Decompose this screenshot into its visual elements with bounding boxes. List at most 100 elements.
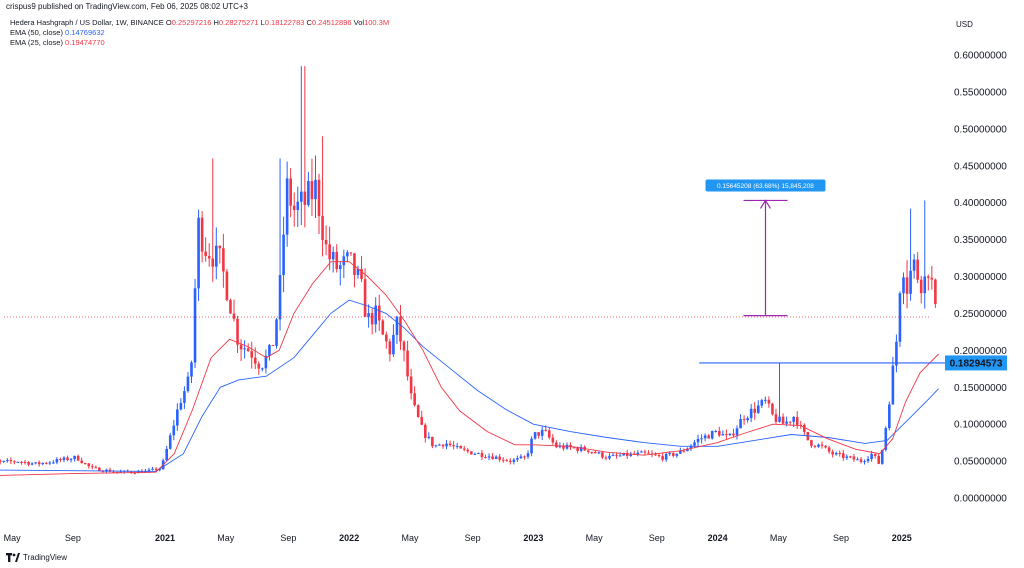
ema50-line <box>0 299 939 472</box>
candle <box>438 443 441 446</box>
candle-body <box>420 416 424 425</box>
candle-body <box>13 461 16 463</box>
candle-body <box>87 463 91 467</box>
candle <box>370 308 374 335</box>
candle-body <box>512 459 516 462</box>
candle <box>526 450 530 459</box>
candle-body <box>689 445 693 449</box>
candle <box>73 455 76 462</box>
candle <box>232 299 236 322</box>
candle <box>76 454 80 462</box>
legend-ema25-row[interactable]: EMA (25, close) 0.19474770 <box>10 38 389 48</box>
candle <box>399 305 402 350</box>
candle-body <box>140 470 144 473</box>
candle <box>5 457 9 463</box>
candle-body <box>328 244 331 260</box>
candle <box>891 356 895 405</box>
candle <box>275 318 278 349</box>
candle-body <box>314 179 317 200</box>
candle <box>222 233 225 288</box>
candle-body <box>870 453 873 459</box>
candle <box>803 423 806 436</box>
candle-body <box>891 365 895 405</box>
candle <box>870 450 873 462</box>
candle-body <box>622 452 625 456</box>
candle-body <box>756 405 760 413</box>
candle <box>905 260 909 309</box>
candle-body <box>214 245 218 267</box>
candle <box>516 455 519 462</box>
candle-body <box>841 453 845 458</box>
candle-body <box>700 438 703 440</box>
candle-body <box>52 462 55 464</box>
candle-body <box>516 458 519 460</box>
symbol-name[interactable]: Hedera Hashgraph / US Dollar, 1W, BINANC… <box>10 18 164 27</box>
candle-body <box>473 453 477 455</box>
ema-layer <box>0 261 939 476</box>
candle-body <box>647 452 650 454</box>
candle-body <box>335 251 339 270</box>
high-value: 0.28275271 <box>218 18 259 27</box>
candle <box>675 453 679 458</box>
candle <box>866 455 870 464</box>
chart-legend: Hedera Hashgraph / US Dollar, 1W, BINANC… <box>10 18 389 48</box>
candle-body <box>912 259 916 271</box>
candle-body <box>207 256 211 259</box>
x-tick-label: May <box>217 533 235 543</box>
footer-brand[interactable]: TradingView <box>6 553 67 562</box>
candle <box>838 450 842 457</box>
candle-body <box>165 448 169 461</box>
candle-body <box>877 455 881 464</box>
candle <box>37 460 41 467</box>
candle <box>23 459 27 465</box>
ema25-line <box>0 261 939 476</box>
candle <box>749 403 753 423</box>
candle-body <box>827 447 831 452</box>
candle <box>151 466 154 471</box>
candle-body <box>23 462 27 464</box>
candle <box>714 429 718 433</box>
candle-body <box>664 453 668 460</box>
candle-body <box>385 334 388 342</box>
candle <box>331 246 335 273</box>
candle-body <box>686 448 689 452</box>
x-tick-label: 2023 <box>523 533 543 543</box>
candle <box>813 444 817 449</box>
candle <box>193 278 197 368</box>
currency-label[interactable]: USD <box>956 20 973 29</box>
candle-body <box>264 355 268 369</box>
candle <box>746 416 749 423</box>
candle <box>895 334 898 373</box>
candle-body <box>707 435 710 439</box>
legend-symbol-row: Hedera Hashgraph / US Dollar, 1W, BINANC… <box>10 18 389 28</box>
candle-body <box>115 471 119 473</box>
candle <box>59 457 62 463</box>
candle-body <box>80 460 83 464</box>
candle-body <box>204 251 207 257</box>
candle <box>530 436 533 457</box>
candle <box>190 360 193 384</box>
candle-body <box>579 446 583 451</box>
candle-body <box>788 421 792 423</box>
candle-body <box>395 316 399 335</box>
candle-body <box>229 300 232 314</box>
candle <box>218 245 222 264</box>
candle-body <box>257 363 261 369</box>
candle <box>732 428 735 438</box>
candle-body <box>544 429 548 431</box>
candle-body <box>530 438 533 454</box>
candle-body <box>849 456 852 458</box>
candle-body <box>501 459 505 461</box>
candle-body <box>643 451 647 453</box>
candle-body <box>243 348 246 350</box>
candle <box>608 453 611 460</box>
legend-ema50-row[interactable]: EMA (50, close) 0.14769632 <box>10 28 389 38</box>
candle <box>296 186 300 227</box>
candle <box>462 445 466 452</box>
candle-body <box>696 438 700 443</box>
footer-brand-text: TradingView <box>23 553 68 562</box>
candle <box>756 400 760 414</box>
candle <box>168 433 172 450</box>
candle <box>604 455 608 461</box>
